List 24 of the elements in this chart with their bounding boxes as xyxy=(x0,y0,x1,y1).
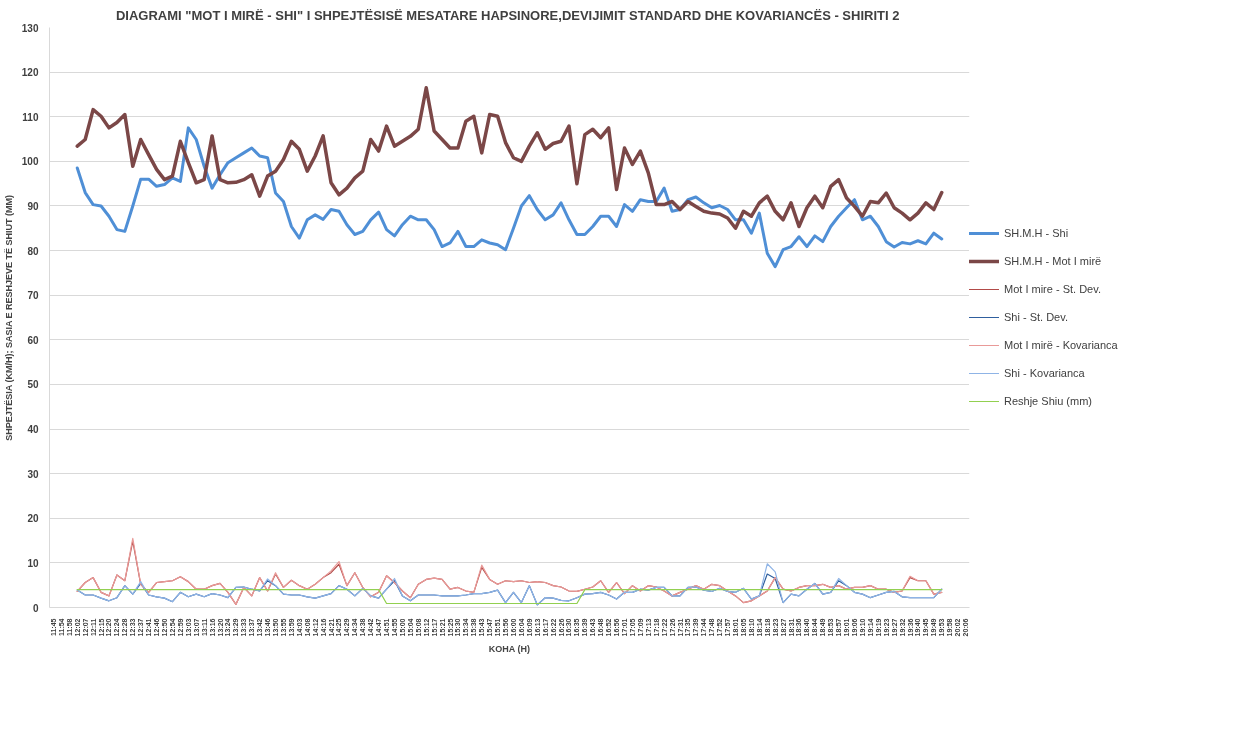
y-tick-label: 30 xyxy=(27,468,39,480)
y-tick-label: 90 xyxy=(27,200,39,212)
y-tick-label: 80 xyxy=(27,245,39,257)
y-tick-label: 130 xyxy=(21,22,39,34)
y-axis-title: SHPEJTËSIA (KM/H); SASIA E RESHJEVE TË SHIUT (MM) xyxy=(3,194,14,441)
y-tick-label: 0 xyxy=(32,602,39,614)
legend-label: Mot I mire - St. Dev. xyxy=(1004,283,1101,295)
legend-label: Shi - St. Dev. xyxy=(1004,311,1068,323)
x-axis-title: KOHA (H) xyxy=(488,644,530,655)
y-tick-label: 50 xyxy=(27,379,39,391)
legend-label: Shi - Kovarianca xyxy=(1004,367,1085,379)
chart-title: DIAGRAMI "MOT I MIRË - SHI" I SHPEJTËSISË MESATARE HAPSINORE,DEVIJIMIT STANDARD DHE KOVARIANCËS - SHIRITI 2 xyxy=(115,7,900,23)
y-tick-label: 100 xyxy=(21,156,39,168)
y-tick-label: 60 xyxy=(27,334,39,346)
legend-label: Mot I mirë - Kovarianca xyxy=(1004,339,1118,351)
legend-label: SH.M.H - Shi xyxy=(1004,227,1069,239)
y-tick-label: 70 xyxy=(27,290,39,302)
legend-label: Reshje Shiu (mm) xyxy=(1004,395,1093,407)
y-tick-label: 10 xyxy=(27,557,39,569)
y-tick-label: 120 xyxy=(21,67,39,79)
y-tick-label: 40 xyxy=(27,424,39,436)
y-tick-label: 20 xyxy=(27,513,39,525)
y-tick-label: 110 xyxy=(22,111,39,123)
legend-label: SH.M.H - Mot I mirë xyxy=(1004,255,1102,267)
